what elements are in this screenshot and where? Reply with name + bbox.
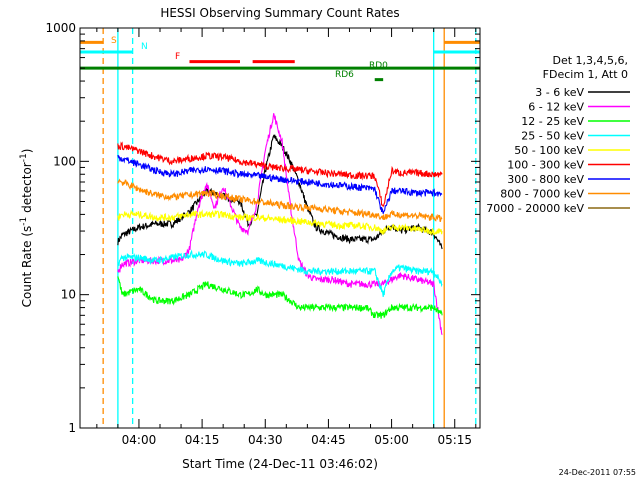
chart-title: HESSI Observing Summary Count Rates bbox=[160, 6, 399, 20]
y-axis: 1 10 100 1000 bbox=[45, 21, 480, 435]
x-tick-label-2: 04:30 bbox=[248, 433, 283, 447]
series-line-2 bbox=[117, 276, 443, 319]
legend-header-0: Det 1,3,4,5,6, bbox=[552, 54, 628, 67]
flag-label-s: S bbox=[111, 36, 117, 46]
flag-label-f: F bbox=[175, 52, 180, 62]
series-line-6 bbox=[117, 154, 443, 214]
series-line-5 bbox=[117, 141, 443, 208]
y-axis-label-main: Count Rate (s bbox=[20, 226, 34, 308]
legend-label-4: 50 - 100 keV bbox=[514, 144, 584, 157]
series-line-1 bbox=[117, 113, 443, 335]
series-line-3 bbox=[117, 249, 443, 297]
y-axis-label-sup1: -1 bbox=[19, 217, 29, 226]
legend-label-1: 6 - 12 keV bbox=[528, 101, 584, 114]
y-tick-label-2: 100 bbox=[53, 154, 76, 168]
legend-label-3: 25 - 50 keV bbox=[521, 130, 584, 143]
flag-label-rd6: RD6 bbox=[335, 70, 354, 80]
x-tick-label-0: 04:00 bbox=[122, 433, 157, 447]
x-tick-label-1: 04:15 bbox=[185, 433, 220, 447]
x-tick-label-3: 04:45 bbox=[311, 433, 346, 447]
date-stamp: 24-Dec-2011 07:55 bbox=[559, 468, 636, 477]
y-axis-label-mid: detector bbox=[20, 162, 34, 217]
y-axis-label: Count Rate (s-1 detector-1) bbox=[19, 149, 34, 308]
flag-label-n: N bbox=[141, 42, 148, 52]
legend-label-6: 300 - 800 keV bbox=[507, 173, 584, 186]
y-tick-label-3: 1000 bbox=[45, 21, 76, 35]
flag-label-rd0: RD0 bbox=[369, 61, 388, 71]
legend-label-2: 12 - 25 keV bbox=[521, 115, 584, 128]
legend-header-1: FDecim 1, Att 0 bbox=[543, 68, 628, 81]
legend: Det 1,3,4,5,6,FDecim 1, Att 0 3 - 6 keV 6 … bbox=[486, 54, 630, 215]
series-line-4 bbox=[117, 209, 443, 237]
legend-label-7: 800 - 7000 keV bbox=[500, 188, 584, 201]
plot-area: S N F RD0 RD6 bbox=[79, 27, 481, 429]
y-tick-label-1: 10 bbox=[61, 288, 76, 302]
plot-frame bbox=[79, 27, 481, 429]
series-line-0 bbox=[117, 134, 443, 250]
y-axis-label-end: ) bbox=[20, 149, 34, 154]
x-tick-label-4: 05:00 bbox=[374, 433, 409, 447]
y-axis-label-sup2: -1 bbox=[19, 153, 29, 162]
series-line-7 bbox=[117, 178, 443, 223]
x-tick-label-5: 05:15 bbox=[437, 433, 472, 447]
y-tick-label-0: 1 bbox=[68, 421, 76, 435]
legend-label-8: 7000 - 20000 keV bbox=[486, 202, 584, 215]
x-axis-label: Start Time (24-Dec-11 03:46:02) bbox=[182, 457, 378, 471]
legend-label-0: 3 - 6 keV bbox=[535, 86, 584, 99]
x-axis: 04:00 04:15 04:30 04:45 05:00 05:15 bbox=[96, 28, 477, 447]
legend-label-5: 100 - 300 keV bbox=[507, 159, 584, 172]
